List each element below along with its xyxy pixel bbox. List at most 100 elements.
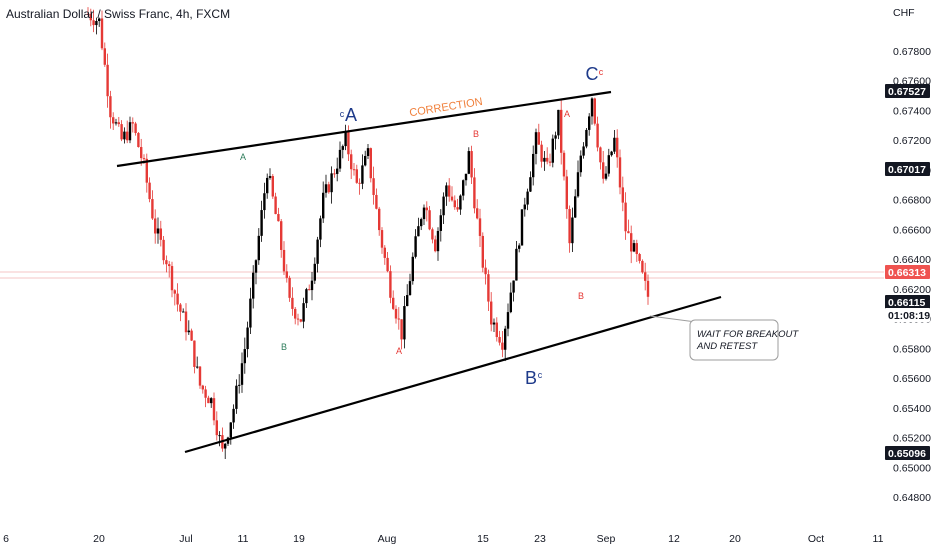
- candle: [137, 131, 140, 148]
- candle: [473, 168, 476, 214]
- candle: [380, 227, 384, 254]
- candle: [120, 120, 123, 142]
- candle: [215, 411, 218, 441]
- candle: [341, 144, 344, 159]
- x-tick-label: 6: [3, 533, 9, 545]
- x-tick-label: 11: [873, 533, 884, 545]
- candle: [515, 241, 518, 281]
- candle: [319, 215, 322, 248]
- candle: [641, 259, 644, 274]
- candle: [439, 209, 442, 242]
- candle: [602, 150, 605, 184]
- y-tick-label: 0.67400: [893, 105, 931, 117]
- candle: [156, 217, 160, 244]
- candle: [406, 284, 409, 307]
- candle: [89, 8, 92, 27]
- candle: [498, 330, 501, 346]
- candle: [470, 145, 473, 184]
- price-tag: 0.65096: [885, 446, 930, 460]
- wave-label-small: B: [473, 129, 479, 139]
- candle: [364, 150, 367, 167]
- wave-label-small: B: [281, 342, 287, 352]
- candle: [495, 317, 498, 342]
- candle: [173, 289, 176, 306]
- candle: [288, 275, 291, 302]
- candle: [632, 239, 636, 253]
- candle: [383, 245, 386, 265]
- candle: [252, 265, 255, 309]
- candle: [417, 217, 420, 237]
- candle: [431, 227, 434, 244]
- candle: [562, 150, 566, 181]
- candle: [184, 303, 188, 341]
- candle: [450, 186, 454, 202]
- candle: [305, 287, 308, 308]
- candle: [523, 197, 526, 217]
- candle: [291, 287, 294, 316]
- candle: [266, 173, 269, 199]
- candle: [210, 397, 213, 408]
- candle: [386, 252, 389, 273]
- x-axis[interactable]: 6 20 Jul 11 19 Aug 15 23 Sep 12 20 Oct 11: [3, 533, 884, 545]
- candle: [327, 181, 330, 194]
- candle: [400, 319, 403, 350]
- candle: [198, 365, 202, 389]
- note-box[interactable]: [689, 319, 779, 361]
- candle: [151, 190, 154, 221]
- candle: [106, 53, 109, 108]
- candle: [159, 220, 162, 247]
- candle: [182, 308, 185, 313]
- y-tick-label: 0.66600: [893, 224, 931, 236]
- candle: [532, 145, 535, 186]
- candle: [604, 166, 608, 181]
- candle: [372, 166, 375, 205]
- candle: [392, 290, 395, 311]
- candle: [644, 262, 647, 291]
- candle: [134, 121, 137, 136]
- candle: [123, 127, 126, 144]
- candle: [568, 205, 571, 253]
- wave-label-small: A: [240, 152, 246, 162]
- wave-label-small: B: [578, 291, 584, 301]
- candle: [548, 153, 552, 167]
- candle: [492, 318, 496, 332]
- candle: [114, 118, 118, 126]
- svg-text:01:08:19: 01:08:19: [888, 310, 930, 322]
- candle: [478, 208, 482, 248]
- candle: [232, 404, 235, 429]
- candle: [249, 287, 252, 335]
- candle: [621, 176, 624, 212]
- candle: [512, 280, 515, 302]
- candle: [235, 379, 238, 414]
- candle: [98, 17, 101, 27]
- candle: [546, 147, 549, 165]
- candle: [86, 7, 90, 16]
- candle: [271, 174, 274, 199]
- candle: [148, 177, 151, 203]
- candle: [436, 227, 440, 261]
- candle: [162, 236, 165, 265]
- candle: [145, 153, 148, 193]
- candle: [212, 392, 216, 426]
- candle: [459, 194, 462, 215]
- candle: [529, 171, 532, 192]
- svg-text:0.67527: 0.67527: [888, 86, 926, 98]
- trendline-lower[interactable]: [184, 295, 722, 454]
- candle: [190, 328, 193, 342]
- x-tick-label: Jul: [179, 533, 192, 545]
- candle: [324, 174, 328, 198]
- candle: [193, 340, 196, 374]
- y-tick-label: 0.66200: [893, 284, 931, 296]
- candle: [464, 173, 468, 186]
- candle: [322, 181, 325, 223]
- candle: [218, 431, 221, 447]
- candle: [366, 144, 370, 159]
- candle: [607, 148, 610, 177]
- y-tick-label: 0.65800: [893, 343, 931, 355]
- trendline-upper[interactable]: [116, 90, 612, 168]
- candle: [117, 116, 120, 127]
- note-line-2: AND RETEST: [696, 341, 758, 352]
- candle: [378, 206, 381, 236]
